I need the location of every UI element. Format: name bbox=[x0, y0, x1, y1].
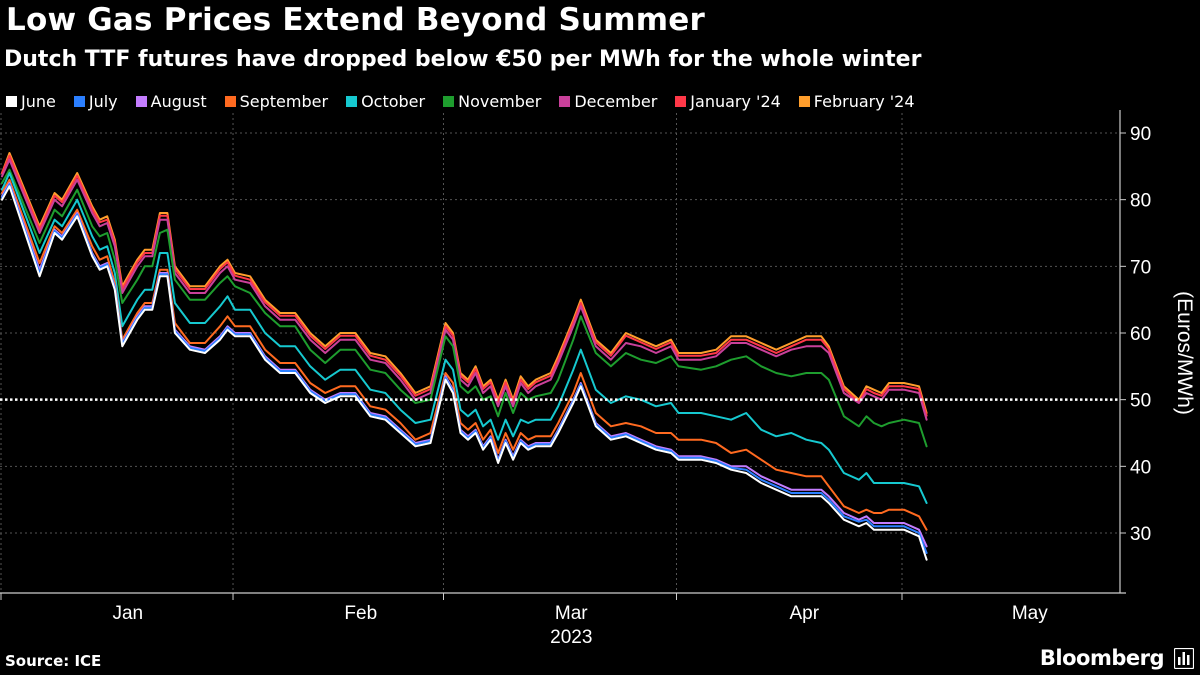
y-tick-label: 40 bbox=[1130, 457, 1151, 478]
chart-subtitle: Dutch TTF futures have dropped below €50… bbox=[4, 47, 922, 72]
legend-swatch bbox=[798, 95, 810, 107]
chart-legend: June July August September October November De… bbox=[6, 90, 933, 112]
legend-swatch bbox=[135, 95, 147, 107]
x-tick-label: May bbox=[1012, 603, 1048, 624]
legend-swatch bbox=[6, 95, 17, 107]
legend-label: October bbox=[361, 91, 426, 111]
legend-item: February '24 bbox=[798, 91, 915, 111]
bloomberg-terminal-icon bbox=[1174, 648, 1194, 669]
legend-item: November bbox=[443, 92, 541, 111]
legend-swatch bbox=[559, 95, 571, 107]
y-tick-label: 30 bbox=[1130, 524, 1151, 545]
legend-swatch bbox=[443, 95, 455, 107]
series-line-august bbox=[1, 182, 928, 548]
series-line-february-24 bbox=[1, 152, 928, 414]
legend-swatch bbox=[224, 95, 236, 107]
line-chart: 30 40 50 60 70 80 90 Jan Feb Mar Apr May 2023 (Euros/… bbox=[0, 110, 1196, 648]
series-line-september bbox=[1, 178, 928, 531]
legend-swatch bbox=[73, 95, 85, 107]
legend-item: December bbox=[559, 92, 657, 111]
legend-label: July bbox=[88, 91, 118, 111]
y-tick-label: 80 bbox=[1130, 191, 1151, 212]
legend-label: January '24 bbox=[690, 91, 781, 111]
series-line-october bbox=[1, 172, 928, 504]
x-tick-label: Apr bbox=[790, 603, 820, 624]
y-tick-label: 70 bbox=[1130, 257, 1151, 278]
legend-label: November bbox=[458, 91, 542, 111]
x-tick-label: Mar bbox=[555, 603, 588, 624]
series-line-june bbox=[1, 185, 928, 561]
y-tick-label: 60 bbox=[1130, 324, 1151, 345]
series-line-january-24 bbox=[1, 154, 928, 417]
bloomberg-logo: Bloomberg bbox=[1039, 646, 1165, 670]
x-tick-label: Feb bbox=[344, 603, 377, 624]
legend-item: September bbox=[224, 91, 329, 111]
series-line-november bbox=[1, 168, 928, 448]
legend-label: June bbox=[21, 91, 56, 111]
x-tick-label: Jan bbox=[112, 603, 143, 624]
series-line-july bbox=[1, 183, 928, 554]
legend-item: July bbox=[73, 91, 118, 111]
y-tick-label: 50 bbox=[1130, 391, 1151, 412]
legend-label: December bbox=[574, 91, 658, 111]
legend-swatch bbox=[675, 95, 687, 107]
legend-item: August bbox=[135, 91, 207, 111]
series-line-december bbox=[1, 158, 928, 421]
legend-item: January '24 bbox=[675, 92, 781, 111]
x-axis-label: 2023 bbox=[550, 627, 592, 648]
y-axis-label: (Euros/MWh) bbox=[1173, 291, 1196, 415]
legend-item: October bbox=[346, 92, 425, 111]
source-note: Source: ICE bbox=[5, 652, 102, 670]
chart-title: Low Gas Prices Extend Beyond Summer bbox=[6, 2, 705, 38]
legend-label: February '24 bbox=[813, 91, 915, 111]
legend-label: August bbox=[150, 91, 207, 111]
legend-swatch bbox=[346, 95, 358, 107]
y-tick-label: 90 bbox=[1130, 124, 1151, 145]
legend-item: June bbox=[6, 92, 56, 111]
legend-label: September bbox=[239, 91, 329, 111]
